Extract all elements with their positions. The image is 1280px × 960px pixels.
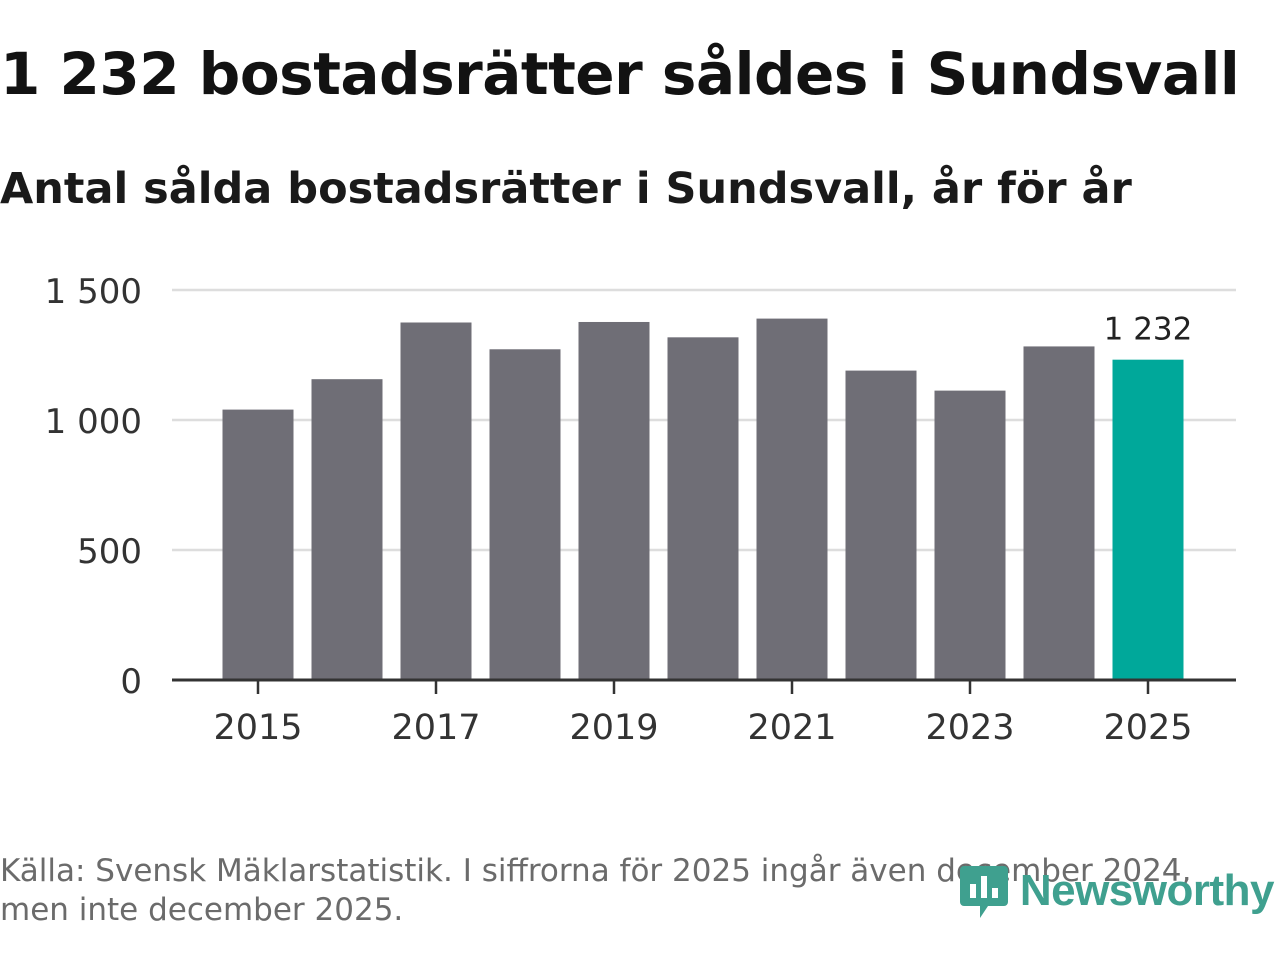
y-tick-label: 1 000 bbox=[45, 402, 142, 442]
y-tick-label: 500 bbox=[77, 532, 142, 572]
bar-2015 bbox=[222, 409, 294, 680]
bar-2024 bbox=[1023, 346, 1095, 680]
bar-2022 bbox=[845, 370, 917, 680]
bar-2019 bbox=[578, 321, 650, 680]
data-label: 1 232 bbox=[1104, 312, 1193, 348]
y-tick-label: 1 500 bbox=[45, 272, 142, 312]
labels: 0 500 1 000 1 500 2015 2017 2019 2021 2023 2025 1 … bbox=[45, 272, 1193, 748]
bars bbox=[222, 318, 1184, 680]
x-tick-label: 2015 bbox=[213, 708, 302, 748]
brand-name: Newsworthy bbox=[1019, 866, 1275, 915]
source-line-2: men inte december 2025. bbox=[0, 892, 404, 928]
newsworthy-logo: Newsworthy bbox=[958, 862, 1275, 920]
bar-2016 bbox=[311, 379, 383, 680]
x-tick-label: 2019 bbox=[569, 708, 658, 748]
x-tick-label: 2025 bbox=[1103, 708, 1192, 748]
y-tick-label: 0 bbox=[120, 662, 142, 702]
bar-chart: 0 500 1 000 1 500 2015 2017 2019 2021 2023 2025 1 … bbox=[45, 272, 1236, 748]
x-tick-label: 2021 bbox=[747, 708, 836, 748]
bar-2017 bbox=[400, 322, 472, 680]
x-tick-label: 2017 bbox=[391, 708, 480, 748]
x-tick-label: 2023 bbox=[925, 708, 1014, 748]
bar-2023 bbox=[934, 390, 1006, 680]
chart-subtitle: Antal sålda bostadsrätter i Sundsvall, å… bbox=[0, 164, 1132, 214]
bar-2021 bbox=[756, 318, 828, 680]
axes bbox=[172, 678, 1236, 694]
bar-2025 bbox=[1112, 359, 1184, 680]
chart-title: 1 232 bostadsrätter såldes i Sundsvall bbox=[0, 40, 1240, 108]
bar-2020 bbox=[667, 337, 739, 680]
newsworthy-logo-icon bbox=[959, 866, 1008, 918]
bar-2018 bbox=[489, 349, 561, 680]
